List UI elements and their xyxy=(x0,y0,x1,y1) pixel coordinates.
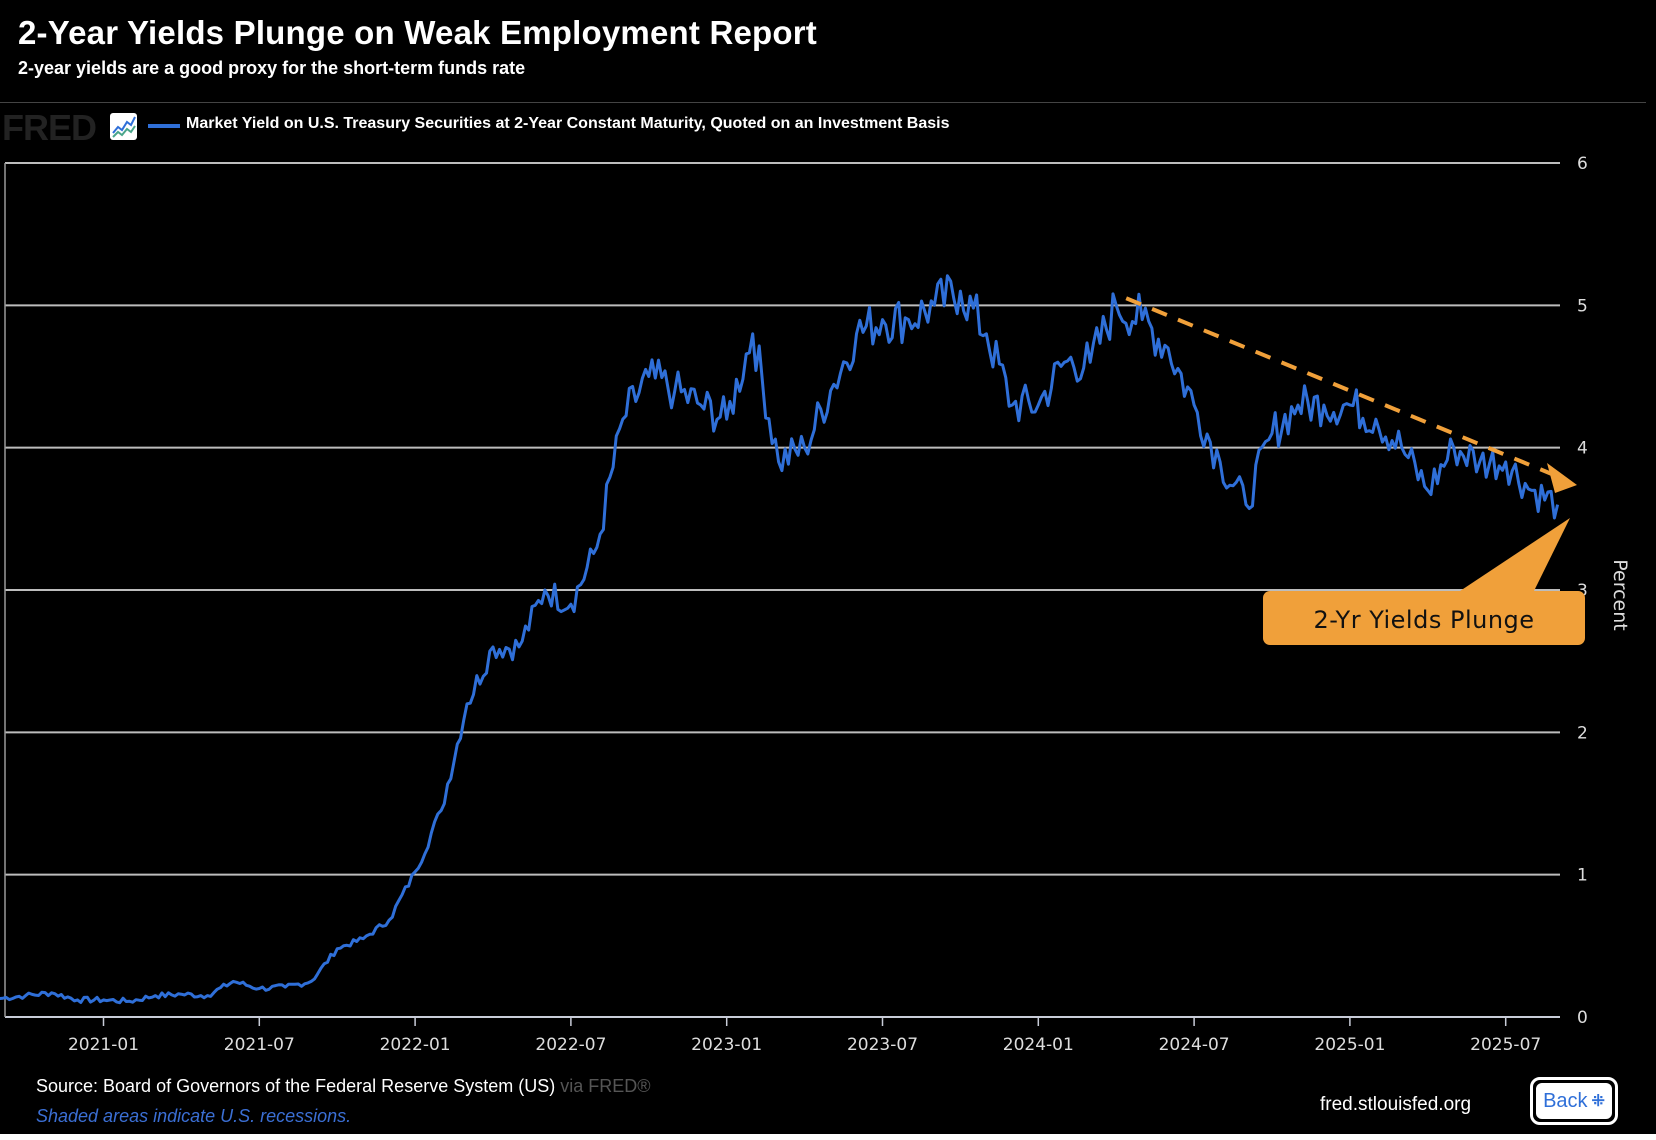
bottom-strip xyxy=(0,1134,1656,1140)
page-title: 2-Year Yields Plunge on Weak Employment … xyxy=(18,14,817,51)
x-tick-label: 2023-01 xyxy=(691,1035,762,1055)
recession-note: Shaded areas indicate U.S. recessions. xyxy=(36,1106,352,1126)
y-tick-label: 1 xyxy=(1577,866,1588,886)
x-tick-label: 2023-07 xyxy=(847,1035,918,1055)
x-tick-label: 2021-01 xyxy=(68,1035,139,1055)
fred-logo[interactable]: FRED xyxy=(2,107,97,148)
legend-label: Market Yield on U.S. Treasury Securities… xyxy=(186,115,950,132)
source-note: Source: Board of Governors of the Federa… xyxy=(36,1076,651,1097)
source-text: Source: Board of Governors of the Federa… xyxy=(36,1076,556,1096)
callout-box xyxy=(1263,591,1585,645)
page-subtitle: 2-year yields are a good proxy for the s… xyxy=(18,58,526,78)
callout-pointer xyxy=(1454,518,1570,595)
x-tick-label: 2022-01 xyxy=(380,1035,451,1055)
trend-arrow-line xyxy=(1125,296,1560,479)
x-tick-label: 2025-01 xyxy=(1314,1035,1385,1055)
x-tick-label: 2024-07 xyxy=(1159,1035,1230,1055)
collapse-icon: ⁜ xyxy=(1591,1093,1605,1110)
y-tick-label: 2 xyxy=(1577,723,1588,743)
trend-arrowhead xyxy=(1547,463,1577,493)
site-link[interactable]: fred.stlouisfed.org xyxy=(1320,1094,1472,1115)
x-tick-label: 2022-07 xyxy=(535,1035,606,1055)
x-tick-label: 2021-07 xyxy=(224,1035,295,1055)
x-tick-label: 2024-01 xyxy=(1003,1035,1074,1055)
y-axis-title: Percent xyxy=(1609,559,1631,631)
back-label: Back xyxy=(1543,1089,1588,1112)
y-tick-label: 4 xyxy=(1577,439,1588,459)
back-button[interactable]: Back ⁜ xyxy=(1530,1077,1618,1125)
y-tick-label: 6 xyxy=(1577,154,1588,174)
via-fred: via FRED® xyxy=(560,1076,651,1096)
y-tick-label: 0 xyxy=(1577,1008,1588,1028)
y-tick-label: 3 xyxy=(1577,581,1588,601)
legend-swatch xyxy=(148,124,180,128)
line-chart[interactable]: 0 1 2 3 4 5 6 2021-01 2021-07 2022-01 2022-07 2023-… xyxy=(0,140,1656,1075)
header-divider xyxy=(0,102,1646,103)
x-tick-label: 2025-07 xyxy=(1470,1035,1541,1055)
callout-label: 2-Yr Yields Plunge xyxy=(1313,606,1534,634)
chart-line-icon[interactable] xyxy=(110,113,137,140)
y-tick-label: 5 xyxy=(1577,296,1588,316)
